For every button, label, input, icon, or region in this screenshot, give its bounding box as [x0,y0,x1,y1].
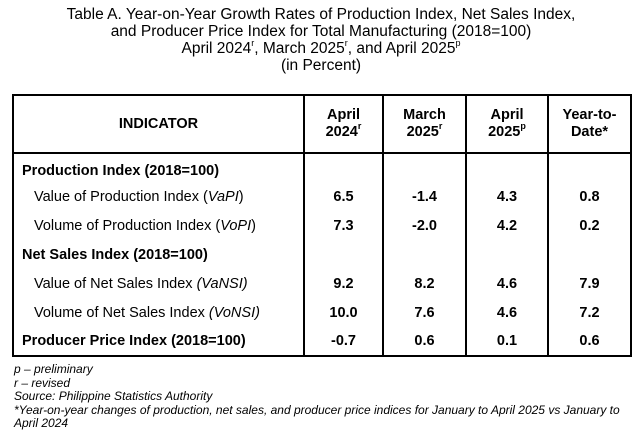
header-april-2024: April 2024r [303,94,384,154]
row-label-abbr: (VaNSI) [196,275,248,292]
empty-cell [303,240,384,269]
title-line-1: Table A. Year-on-Year Growth Rates of Pr… [66,6,576,23]
row-label-abbr: VaPI [207,188,239,205]
empty-cell [382,240,467,269]
row-label-abbr: (VoNSI) [208,304,260,321]
note-preliminary: p – preliminary [14,362,93,376]
value-april-2024: 10.0 [303,298,384,327]
value-year-to-date: 0.6 [547,327,632,357]
row-label-text: Volume of Production Index ( [34,217,221,234]
row-label: Value of Net Sales Index (VaNSI) [12,269,305,298]
row-label-close: ) [251,217,256,234]
empty-cell [303,153,384,182]
title-line-2: and Producer Price Index for Total Manuf… [110,23,532,40]
value-april-2024: 9.2 [303,269,384,298]
value-march-2025: -1.4 [382,182,467,211]
value-march-2025: -2.0 [382,211,467,240]
value-year-to-date: 0.2 [547,211,632,240]
empty-cell [547,240,632,269]
value-april-2025: 4.6 [465,269,549,298]
value-march-2025: 8.2 [382,269,467,298]
title-sup-2: r [344,37,348,48]
value-april-2024: 7.3 [303,211,384,240]
table-row-vansi: Value of Net Sales Index (VaNSI) 9.2 8.2… [12,269,632,298]
value-march-2025: 0.6 [382,327,467,357]
value-april-2025: 4.2 [465,211,549,240]
header-text: April [490,107,524,123]
row-label: Volume of Production Index (VoPI) [12,211,305,240]
header-text: 2025 [488,124,521,140]
title-sup-3: p [455,37,461,48]
row-label-close: ) [238,188,244,205]
value-april-2024: 6.5 [303,182,384,211]
growth-rates-table: INDICATOR April 2024r March 2025r April 202… [12,94,632,357]
table-notes: p – preliminary r – revised Source: Phil… [14,362,634,431]
header-text: April [326,107,361,123]
row-label-text: Value of Production Index ( [34,188,208,205]
value-year-to-date: 7.2 [547,298,632,327]
header-text: March [403,107,446,123]
section-row-net-sales: Net Sales Index (2018=100) [12,240,632,269]
table-row-vonsi: Volume of Net Sales Index (VoNSI) 10.0 7… [12,298,632,327]
header-march-2025: March 2025r [382,94,467,154]
value-april-2024: -0.7 [303,327,384,357]
row-label-text: Value of Net Sales Index [34,275,197,292]
note-revised: r – revised [14,375,71,390]
title-period-1: April 2024 [181,40,252,57]
row-label: Value of Production Index (VaPI) [12,182,305,211]
header-text: 2025 [406,124,439,140]
value-march-2025: 7.6 [382,298,467,327]
table-row-vopi: Volume of Production Index (VoPI) 7.3 -2… [12,211,632,240]
value-april-2025: 4.3 [465,182,549,211]
header-text: Year-to- [562,107,617,123]
section-label: Producer Price Index (2018=100) [12,327,305,357]
row-label-text: Volume of Net Sales Index [34,304,209,321]
header-sup: r [357,121,362,132]
header-text: 2024 [325,124,358,140]
header-text: Date* [570,124,609,140]
value-april-2025: 0.1 [465,327,549,357]
header-sup: r [438,121,443,132]
table-title: Table A. Year-on-Year Growth Rates of Pr… [0,6,642,74]
row-label: Volume of Net Sales Index (VoNSI) [12,298,305,327]
value-year-to-date: 0.8 [547,182,632,211]
empty-cell [465,240,549,269]
table-header-row: INDICATOR April 2024r March 2025r April 202… [12,94,632,154]
note-source: Source: Philippine Statistics Authority [14,389,213,403]
header-year-to-date: Year-to- Date* [547,94,632,154]
section-label: Net Sales Index (2018=100) [12,240,305,269]
header-indicator: INDICATOR [12,94,305,154]
section-label: Production Index (2018=100) [12,153,305,182]
empty-cell [547,153,632,182]
header-sup: p [520,121,526,132]
table-row-vapi: Value of Production Index (VaPI) 6.5 -1.… [12,182,632,211]
title-line-3: April 2024r, March 2025r, and April 2025… [0,37,642,57]
section-row-production: Production Index (2018=100) [12,153,632,182]
title-sup-1: r [251,37,255,48]
title-period-2: , March 2025 [254,40,345,57]
row-label-abbr: VoPI [220,217,252,234]
title-line-4: (in Percent) [280,57,362,74]
value-april-2025: 4.6 [465,298,549,327]
title-period-3: , and April 2025 [347,40,456,57]
empty-cell [465,153,549,182]
table-row-ppi: Producer Price Index (2018=100) -0.7 0.6… [12,327,632,357]
empty-cell [382,153,467,182]
note-footnote: *Year-on-year changes of production, net… [14,402,620,430]
value-year-to-date: 7.9 [547,269,632,298]
header-april-2025: April 2025p [465,94,549,154]
